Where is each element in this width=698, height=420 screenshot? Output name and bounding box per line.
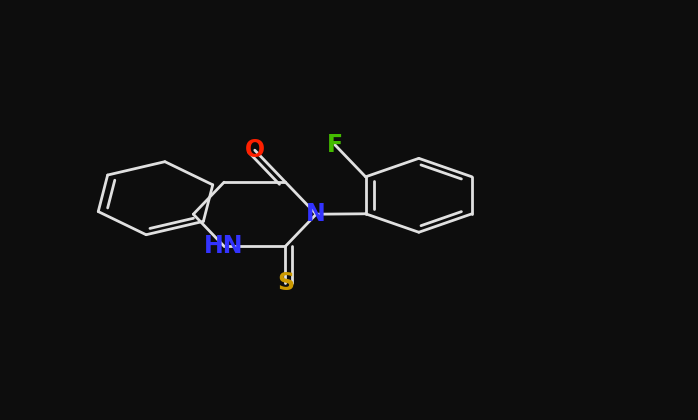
- Text: S: S: [277, 271, 294, 295]
- Text: O: O: [245, 138, 265, 162]
- Text: F: F: [327, 133, 343, 157]
- Text: HN: HN: [205, 234, 244, 258]
- Text: N: N: [306, 202, 326, 226]
